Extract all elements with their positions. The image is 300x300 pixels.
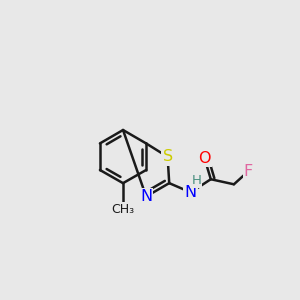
Text: S: S (163, 149, 173, 164)
Text: N: N (184, 185, 197, 200)
Text: O: O (198, 151, 211, 166)
Text: H: H (191, 174, 201, 187)
Text: CH₃: CH₃ (112, 203, 135, 216)
Text: F: F (244, 164, 253, 178)
Text: N: N (140, 189, 152, 204)
